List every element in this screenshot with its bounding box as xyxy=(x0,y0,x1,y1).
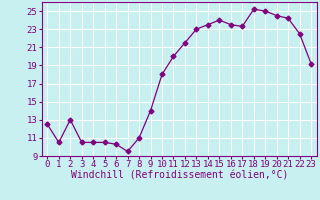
X-axis label: Windchill (Refroidissement éolien,°C): Windchill (Refroidissement éolien,°C) xyxy=(70,171,288,181)
